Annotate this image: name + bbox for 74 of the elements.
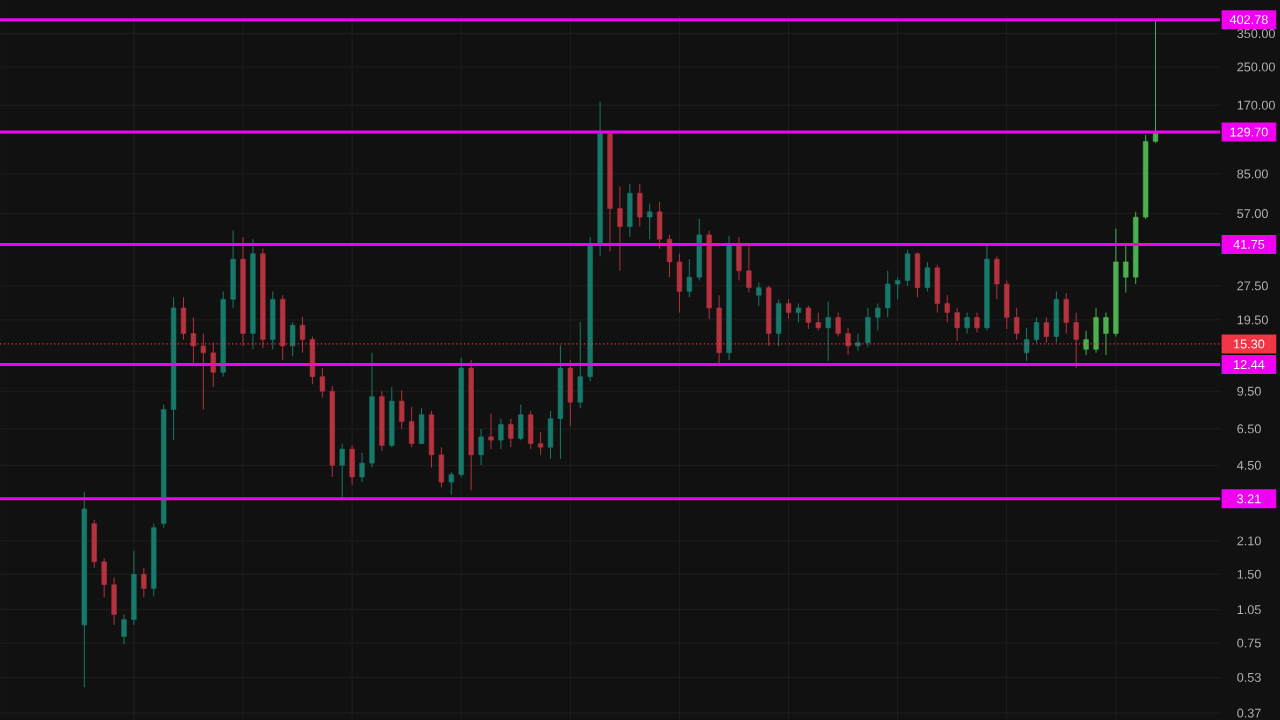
- candlestick: [1014, 307, 1020, 341]
- candlestick: [815, 312, 821, 332]
- ref-line-label: 3.21: [1237, 494, 1261, 504]
- candlestick: [1123, 243, 1129, 294]
- candlestick: [1073, 312, 1079, 369]
- y-tick-label: 19.50: [1237, 315, 1268, 325]
- candlestick: [1103, 312, 1109, 356]
- y-tick-label: 6.50: [1237, 424, 1261, 434]
- candlestick: [1083, 330, 1089, 356]
- candlestick: [508, 418, 514, 448]
- y-tick-label: 0.75: [1237, 638, 1261, 648]
- candlestick: [448, 471, 454, 496]
- y-tick-label: 85.00: [1237, 169, 1268, 179]
- y-tick-label: 0.53: [1237, 672, 1261, 682]
- candlestick: [637, 183, 643, 228]
- y-tick-label: 0.37: [1237, 708, 1261, 718]
- candlestick: [190, 316, 197, 364]
- candlestick: [756, 282, 762, 307]
- candlestick: [845, 327, 851, 356]
- candlestick: [924, 261, 931, 292]
- candlestick: [101, 557, 107, 598]
- y-tick-label: 350.00: [1237, 29, 1275, 39]
- candlestick: [488, 412, 494, 450]
- ref-line-label: 41.75: [1233, 240, 1265, 249]
- candlestick: [647, 203, 653, 240]
- candlestick: [141, 567, 147, 598]
- y-tick-label: 1.05: [1237, 605, 1261, 615]
- candlestick: [339, 443, 345, 499]
- ref-line-label: 15.30: [1234, 339, 1265, 349]
- candlestick: [974, 312, 980, 333]
- candlestick: [399, 389, 405, 430]
- candlestick: [1152, 19, 1159, 144]
- y-tick-label: 2.10: [1237, 536, 1261, 546]
- candlestick: [1033, 316, 1040, 344]
- candlestick: [875, 303, 881, 332]
- candlestick: [785, 298, 792, 320]
- candlestick: [299, 316, 306, 354]
- candlestick: [686, 258, 693, 298]
- y-tick-label: 1.50: [1237, 569, 1261, 579]
- y-tick-label: 250.00: [1237, 62, 1275, 72]
- candlestick: [518, 404, 524, 441]
- ref-line-label: 12.44: [1234, 360, 1265, 369]
- candlestick: [408, 406, 415, 448]
- candlestick: [746, 245, 752, 294]
- candlestick: [825, 300, 831, 362]
- candlestick: [954, 307, 960, 342]
- candlestick: [795, 303, 802, 323]
- candlestick: [359, 452, 365, 483]
- candlestick: [121, 613, 127, 645]
- candlestick: [895, 276, 901, 300]
- candlestick: [885, 270, 891, 318]
- y-tick-label: 4.50: [1237, 460, 1261, 470]
- ref-line-label: 402.78: [1229, 15, 1268, 25]
- y-tick-label: 57.00: [1237, 209, 1268, 219]
- candlestick: [200, 333, 206, 411]
- candlestick: [289, 322, 296, 357]
- candlestick: [319, 367, 326, 399]
- y-tick-label: 27.50: [1237, 281, 1268, 291]
- candlestick: [964, 312, 970, 335]
- y-tick-label: 9.50: [1237, 386, 1261, 396]
- ref-line-label: 129.70: [1230, 127, 1268, 137]
- candlestick: [944, 294, 950, 323]
- candlestick: [1023, 327, 1030, 362]
- candlestick: [617, 185, 623, 272]
- y-tick-label: 170.00: [1237, 100, 1275, 110]
- candlestick: [666, 234, 673, 278]
- candlestick: [537, 431, 544, 456]
- candlestick: [478, 428, 484, 466]
- candlestick: [1043, 316, 1050, 344]
- candlestick: [498, 418, 504, 450]
- candlestick: [805, 305, 812, 330]
- candlestick: [855, 333, 861, 352]
- candlestick: [835, 312, 841, 337]
- candlestick: [1063, 292, 1069, 335]
